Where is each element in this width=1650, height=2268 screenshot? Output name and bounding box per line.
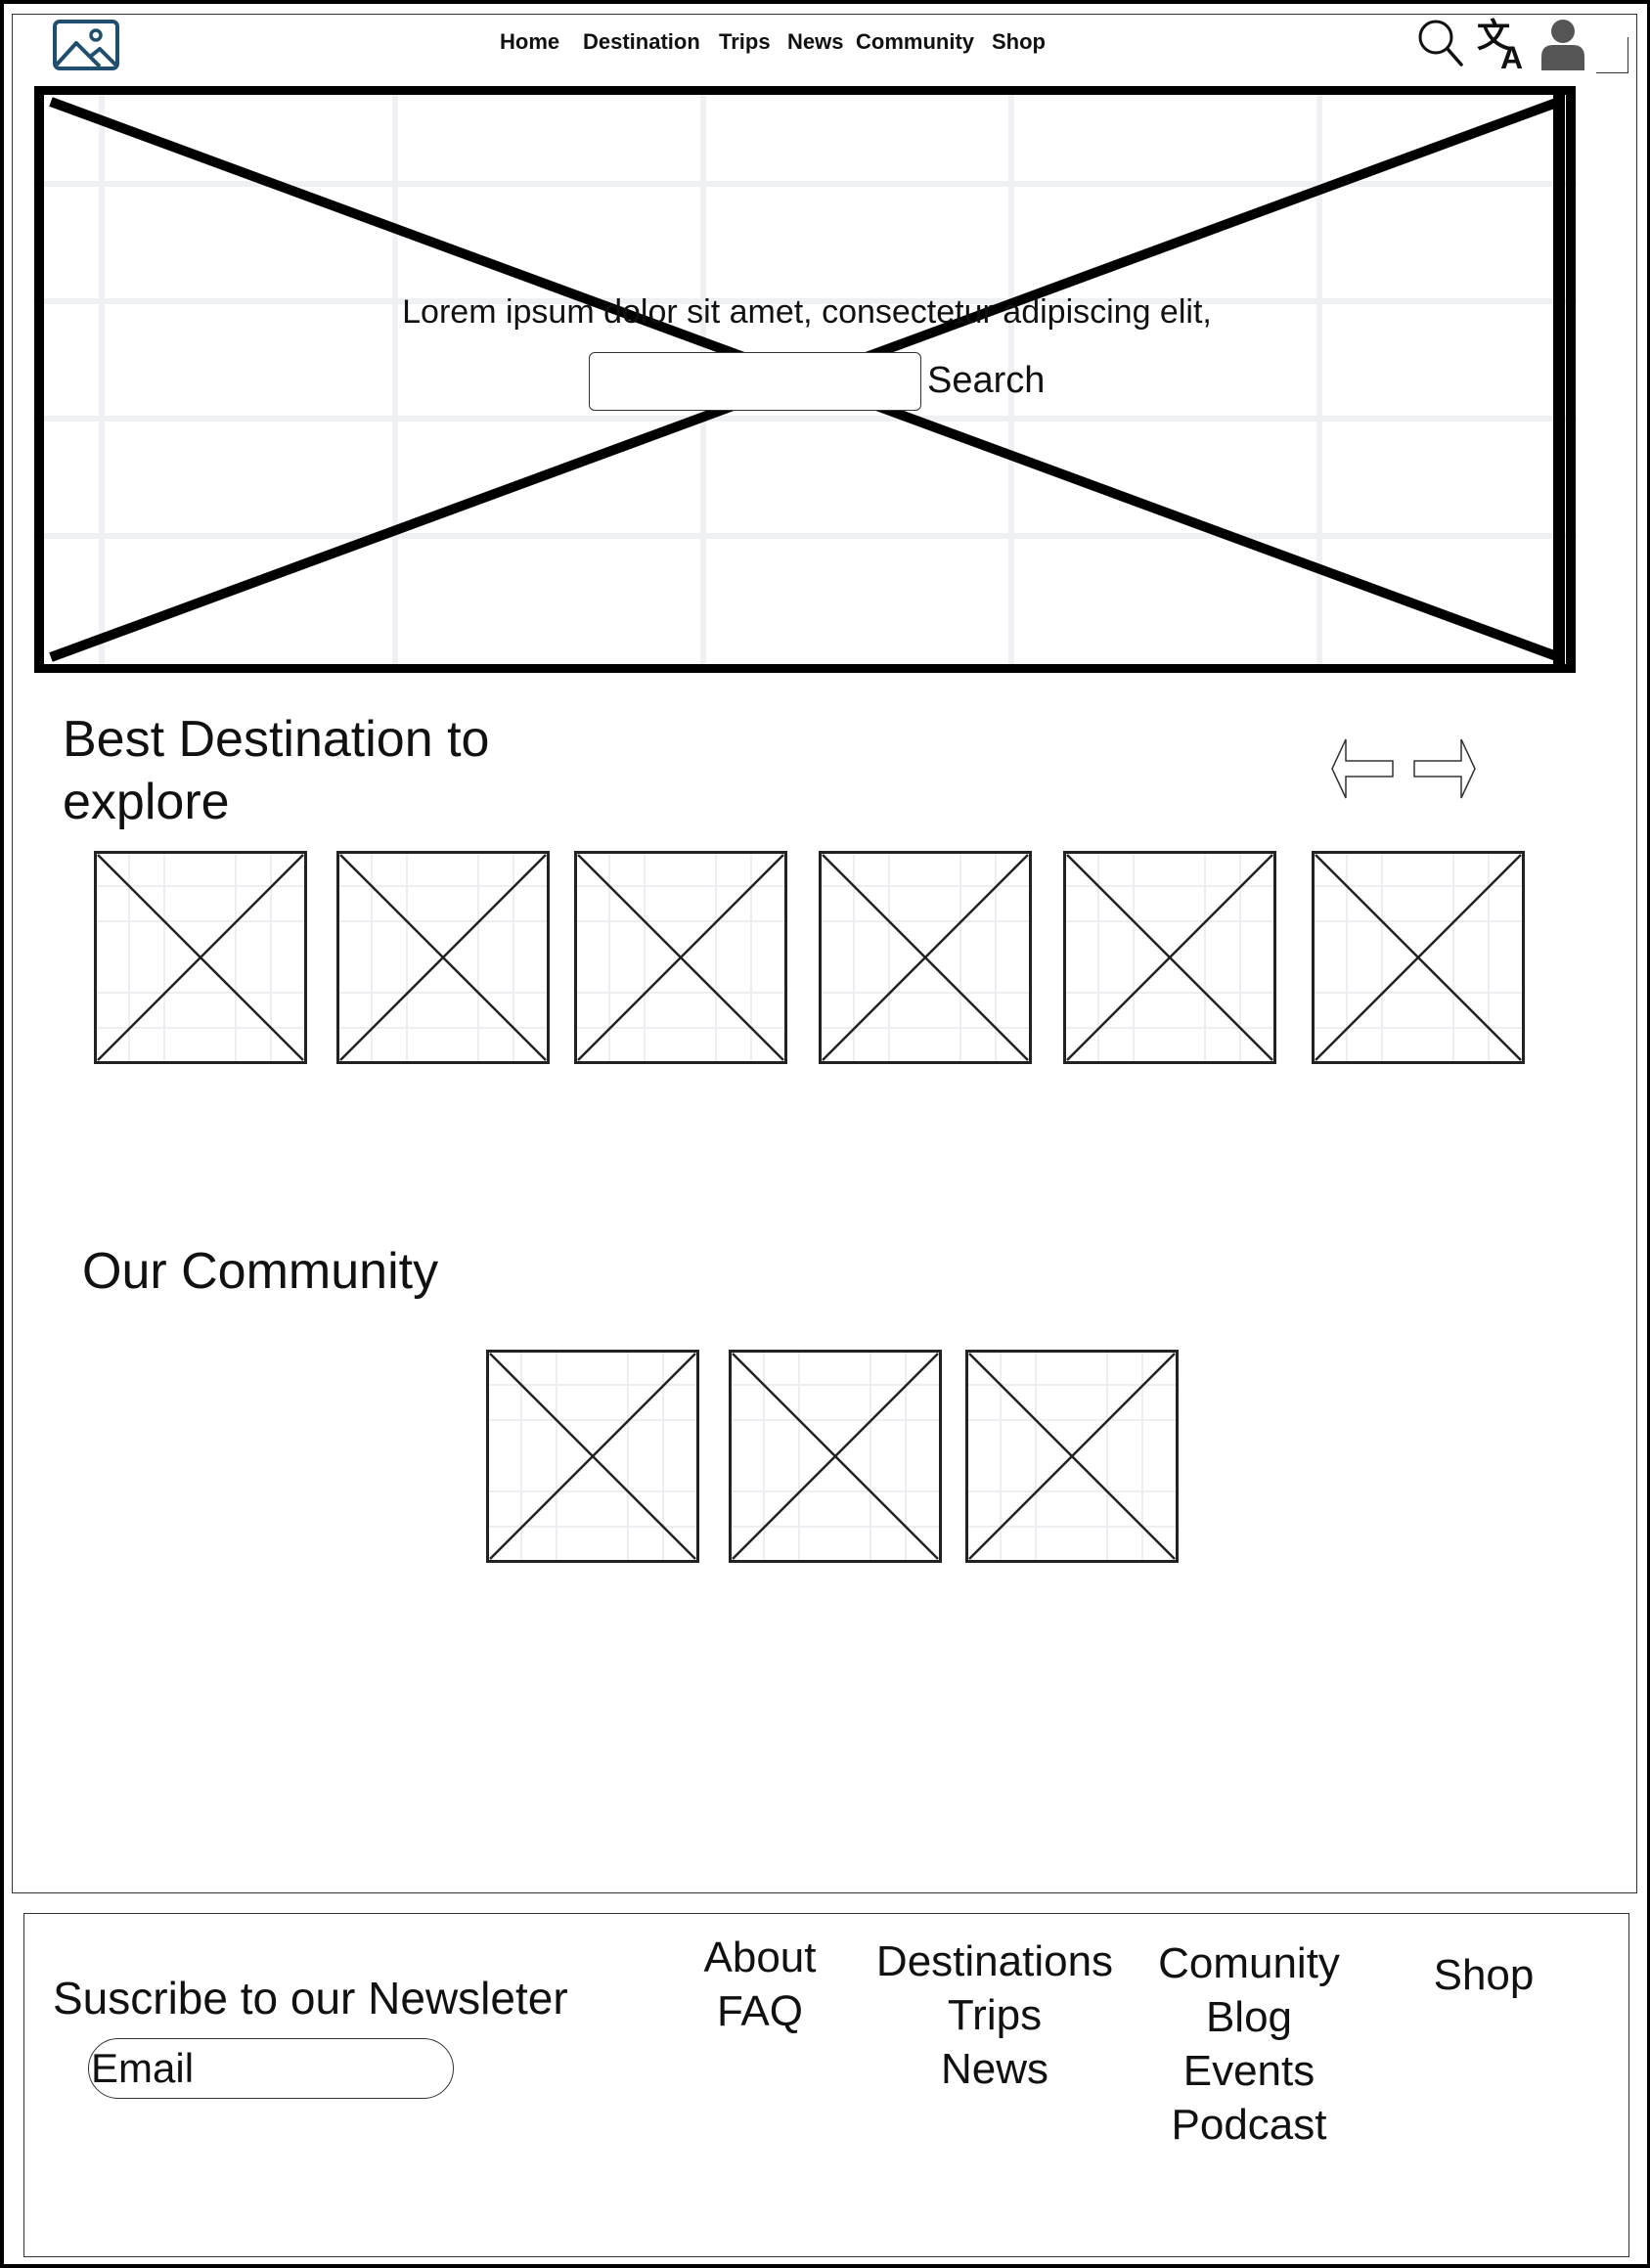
footer-column-community: Comunity Blog Events Podcast (1132, 1936, 1366, 2152)
community-card-image[interactable] (729, 1350, 942, 1563)
destination-card-image[interactable] (819, 851, 1032, 1064)
footer-link-trips[interactable]: Trips (947, 1991, 1043, 2039)
footer-link-news[interactable]: News (940, 2045, 1049, 2093)
destination-card-image[interactable] (94, 851, 307, 1064)
destination-card-image[interactable] (1063, 851, 1276, 1064)
page-left-border (0, 0, 4, 2267)
user-icon[interactable] (1539, 18, 1586, 75)
arrow-left-icon[interactable] (1330, 737, 1395, 800)
destination-card-image[interactable] (574, 851, 787, 1064)
footer-link-about[interactable]: About (703, 1934, 817, 1981)
search-input[interactable] (589, 352, 921, 411)
footer-link-blog[interactable]: Blog (1205, 1993, 1293, 2041)
footer-frame (23, 1913, 1629, 2257)
nav-shop[interactable]: Shop (992, 29, 1046, 54)
footer-column-destinations: Destinations Trips News (858, 1934, 1132, 2096)
community-title: Our Community (82, 1243, 439, 1300)
main-content-frame (12, 14, 1637, 1893)
footer-link-destinations[interactable]: Destinations (875, 1937, 1114, 1985)
translate-icon[interactable]: 文 A (1477, 17, 1532, 75)
destination-card-image[interactable] (336, 851, 550, 1064)
search-button[interactable]: Search (927, 360, 1046, 401)
destinations-title: Best Destination to explore (63, 711, 490, 830)
hero-tagline: Lorem ipsum dolor sit amet, consectetur … (402, 293, 1212, 331)
nav-destination[interactable]: Destination (583, 29, 700, 54)
footer-link-events[interactable]: Events (1182, 2047, 1316, 2095)
footer-column-about: About FAQ (662, 1931, 858, 2038)
svg-text:A: A (1500, 40, 1523, 70)
community-card-image[interactable] (965, 1350, 1179, 1563)
email-field[interactable] (88, 2038, 454, 2099)
nav-home[interactable]: Home (500, 29, 560, 54)
search-icon[interactable] (1416, 18, 1465, 75)
footer-link-comunity[interactable]: Comunity (1158, 1939, 1340, 1987)
arrow-right-icon[interactable] (1412, 737, 1477, 800)
svg-text:文: 文 (1477, 18, 1510, 56)
nav-trips[interactable]: Trips (719, 29, 771, 54)
nav-community[interactable]: Community (856, 29, 974, 54)
footer-link-podcast[interactable]: Podcast (1171, 2101, 1327, 2149)
newsletter-title: Suscribe to our Newsleter (53, 1973, 568, 2023)
header-corner-mark (1596, 37, 1628, 73)
footer-column-shop: Shop (1386, 1948, 1582, 2002)
logo-image-icon[interactable] (53, 20, 119, 70)
footer-link-shop[interactable]: Shop (1433, 1951, 1535, 1999)
community-card-image[interactable] (486, 1350, 699, 1563)
footer-link-faq[interactable]: FAQ (716, 1987, 804, 2035)
nav-news[interactable]: News (787, 29, 844, 54)
destination-card-image[interactable] (1312, 851, 1525, 1064)
